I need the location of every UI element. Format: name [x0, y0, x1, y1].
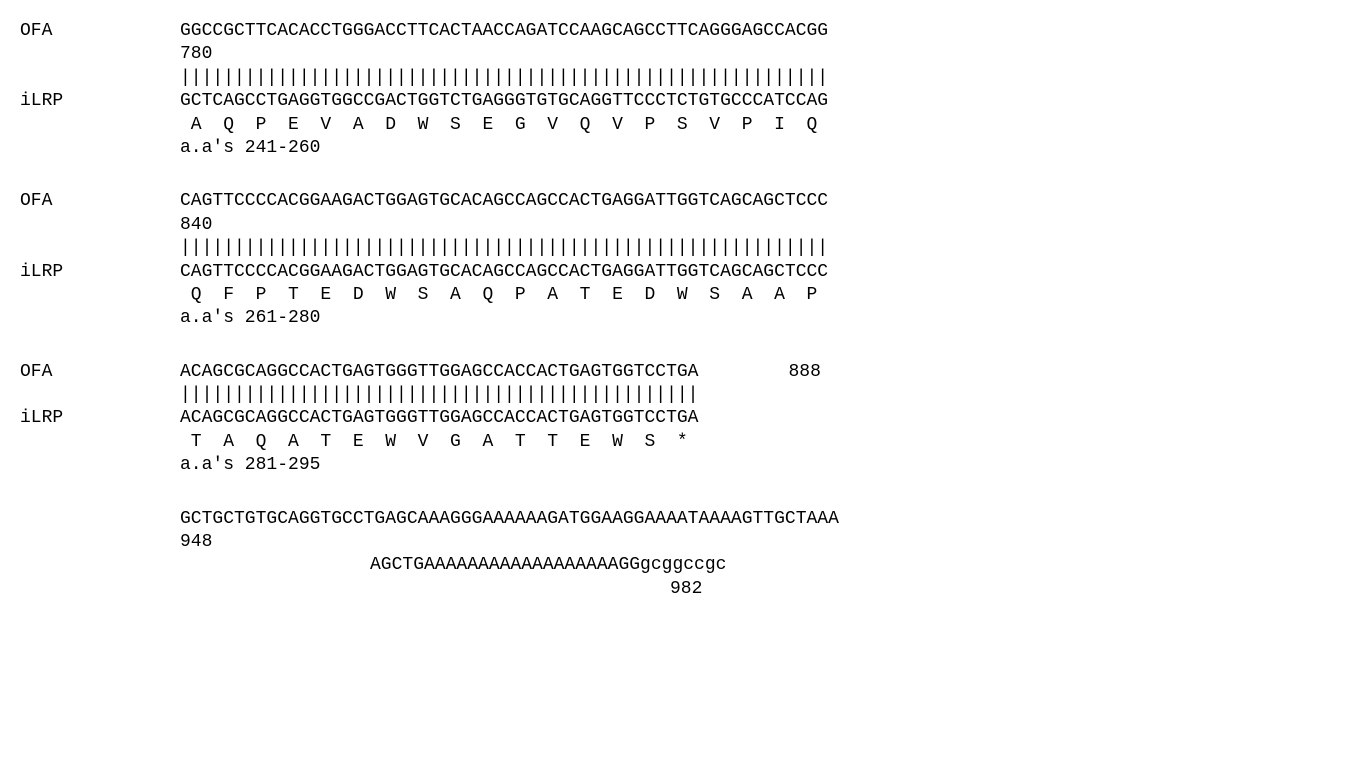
ofa-sequence: ACAGCGCAGGCCACTGAGTGGGTTGGAGCCACCACTGAGT…: [180, 361, 698, 384]
match-bars: ||||||||||||||||||||||||||||||||||||||||…: [180, 67, 828, 90]
aa-seq-row: Q F P T E D W S A Q P A T E D W S A A P: [20, 284, 1346, 307]
aa-range-row: a.a's 281-295: [20, 454, 1346, 477]
ofa-seq-row: OFA CAGTTCCCCACGGAAGACTGGAGTGCACAGCCAGCC…: [20, 190, 1346, 213]
trailer-seq1-row: GCTGCTGTGCAGGTGCCTGAGCAAAGGGAAAAAAGATGGA…: [20, 508, 1346, 531]
trailer-pos1-row: 948: [20, 531, 1346, 554]
ilrp-label: iLRP: [20, 261, 180, 284]
ofa-pos-row: 840: [20, 214, 1346, 237]
aa-range-row: a.a's 261-280: [20, 307, 1346, 330]
ilrp-seq-row: iLRP GCTCAGCCTGAGGTGGCCGACTGGTCTGAGGGTGT…: [20, 90, 1346, 113]
match-row: ||||||||||||||||||||||||||||||||||||||||…: [20, 67, 1346, 90]
ofa-label: OFA: [20, 361, 180, 384]
trailer-seq2-row: AGCTGAAAAAAAAAAAAAAAAAAGGgcggccgc: [20, 554, 1346, 577]
trailer-sequence-1: GCTGCTGTGCAGGTGCCTGAGCAAAGGGAAAAAAGATGGA…: [180, 508, 839, 531]
match-bars: ||||||||||||||||||||||||||||||||||||||||…: [180, 237, 828, 260]
trailer-position-2: 982: [370, 578, 702, 601]
ofa-seq-row: OFA GGCCGCTTCACACCTGGGACCTTCACTAACCAGATC…: [20, 20, 1346, 43]
ilrp-sequence: ACAGCGCAGGCCACTGAGTGGGTTGGAGCCACCACTGAGT…: [180, 407, 698, 430]
ilrp-label: iLRP: [20, 407, 180, 430]
match-bars: ||||||||||||||||||||||||||||||||||||||||…: [180, 384, 698, 407]
aa-seq-row: T A Q A T E W V G A T T E W S *: [20, 431, 1346, 454]
ofa-label: OFA: [20, 20, 180, 43]
trailer-block: GCTGCTGTGCAGGTGCCTGAGCAAAGGGAAAAAAGATGGA…: [20, 508, 1346, 602]
alignment-block-2: OFA CAGTTCCCCACGGAAGACTGGAGTGCACAGCCAGCC…: [20, 190, 1346, 330]
amino-acid-sequence: A Q P E V A D W S E G V Q V P S V P I Q: [180, 114, 817, 137]
ofa-label: OFA: [20, 190, 180, 213]
amino-acid-sequence: T A Q A T E W V G A T T E W S *: [180, 431, 688, 454]
ofa-seq-row: OFA ACAGCGCAGGCCACTGAGTGGGTTGGAGCCACCACT…: [20, 361, 1346, 384]
ofa-sequence: GGCCGCTTCACACCTGGGACCTTCACTAACCAGATCCAAG…: [180, 20, 828, 43]
ofa-pos-row: 780: [20, 43, 1346, 66]
amino-acid-range: a.a's 281-295: [180, 454, 320, 477]
ilrp-sequence: CAGTTCCCCACGGAAGACTGGAGTGCACAGCCAGCCACTG…: [180, 261, 828, 284]
alignment-block-1: OFA GGCCGCTTCACACCTGGGACCTTCACTAACCAGATC…: [20, 20, 1346, 160]
ilrp-sequence: GCTCAGCCTGAGGTGGCCGACTGGTCTGAGGGTGTGCAGG…: [180, 90, 828, 113]
aa-seq-row: A Q P E V A D W S E G V Q V P S V P I Q: [20, 114, 1346, 137]
match-row: ||||||||||||||||||||||||||||||||||||||||…: [20, 384, 1346, 407]
trailer-sequence-2: AGCTGAAAAAAAAAAAAAAAAAAGGgcggccgc: [370, 554, 726, 577]
amino-acid-sequence: Q F P T E D W S A Q P A T E D W S A A P: [180, 284, 817, 307]
trailer-pos2-row: 982: [20, 578, 1346, 601]
ilrp-seq-row: iLRP ACAGCGCAGGCCACTGAGTGGGTTGGAGCCACCAC…: [20, 407, 1346, 430]
ofa-position: 780: [180, 43, 212, 66]
trailer-position-1: 948: [180, 531, 212, 554]
ofa-sequence: CAGTTCCCCACGGAAGACTGGAGTGCACAGCCAGCCACTG…: [180, 190, 828, 213]
amino-acid-range: a.a's 261-280: [180, 307, 320, 330]
aa-range-row: a.a's 241-260: [20, 137, 1346, 160]
match-row: ||||||||||||||||||||||||||||||||||||||||…: [20, 237, 1346, 260]
ofa-position-inline: 888: [698, 361, 820, 384]
ofa-position: 840: [180, 214, 212, 237]
alignment-block-3: OFA ACAGCGCAGGCCACTGAGTGGGTTGGAGCCACCACT…: [20, 361, 1346, 478]
amino-acid-range: a.a's 241-260: [180, 137, 320, 160]
ilrp-label: iLRP: [20, 90, 180, 113]
ilrp-seq-row: iLRP CAGTTCCCCACGGAAGACTGGAGTGCACAGCCAGC…: [20, 261, 1346, 284]
